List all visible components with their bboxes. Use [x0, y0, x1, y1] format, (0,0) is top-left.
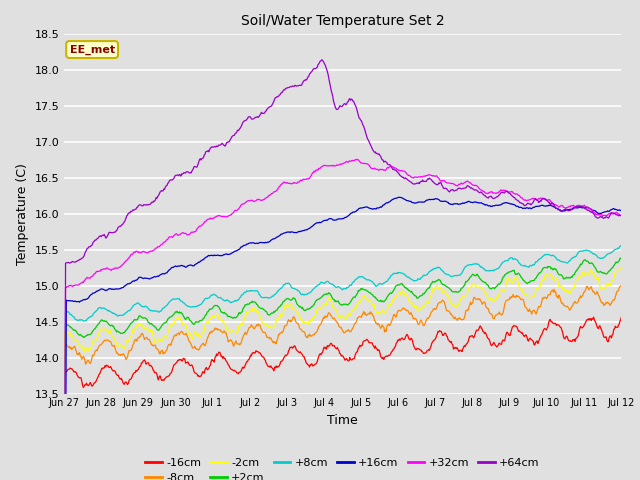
Y-axis label: Temperature (C): Temperature (C) [16, 163, 29, 264]
Title: Soil/Water Temperature Set 2: Soil/Water Temperature Set 2 [241, 14, 444, 28]
Text: EE_met: EE_met [70, 44, 115, 55]
X-axis label: Time: Time [327, 414, 358, 427]
Legend: -16cm, -8cm, -2cm, +2cm, +8cm, +16cm, +32cm, +64cm: -16cm, -8cm, -2cm, +2cm, +8cm, +16cm, +3… [141, 453, 544, 480]
